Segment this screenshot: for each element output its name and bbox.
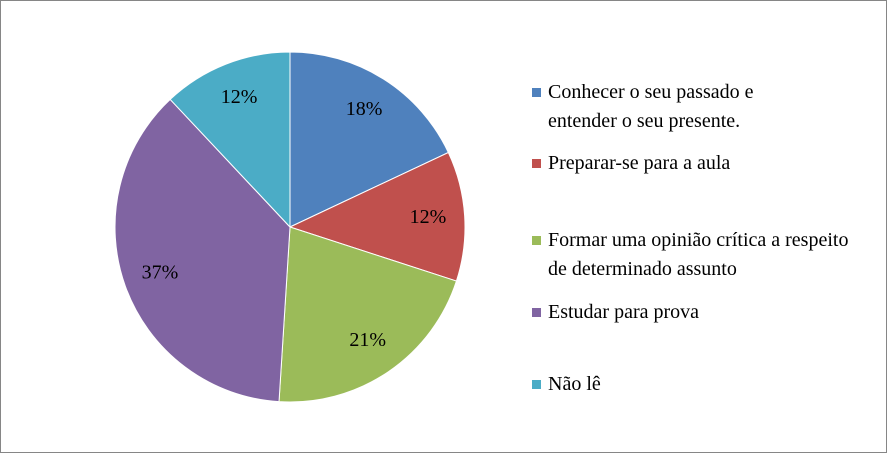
legend-entry: Formar uma opinião crítica a respeito de… xyxy=(532,226,872,284)
legend-swatch xyxy=(532,380,541,389)
legend-entry: Não lê xyxy=(532,370,872,399)
pie-slice xyxy=(278,226,458,403)
pie-slice xyxy=(289,51,450,228)
legend-label: Não lê xyxy=(548,373,601,395)
legend-entry: Estudar para prova xyxy=(532,298,872,327)
data-label: 21% xyxy=(349,329,386,351)
data-label: 18% xyxy=(346,98,383,120)
legend-entry: Preparar-se para a aula xyxy=(532,149,872,178)
data-label: 37% xyxy=(142,261,179,283)
legend-swatch xyxy=(532,159,541,168)
data-label: 12% xyxy=(410,206,447,228)
legend-label: Conhecer o seu passado e entender o seu … xyxy=(548,81,754,132)
legend-label: Estudar para prova xyxy=(548,301,700,323)
legend-swatch xyxy=(532,88,541,97)
data-label: 12% xyxy=(221,86,258,108)
legend-label: Formar uma opinião crítica a respeito de… xyxy=(548,229,849,280)
legend-swatch xyxy=(532,236,541,245)
pie-slice xyxy=(114,98,291,403)
pie-slice xyxy=(169,51,291,229)
legend-entry: Conhecer o seu passado e entender o seu … xyxy=(532,78,872,136)
legend-swatch xyxy=(532,308,541,317)
legend-label: Preparar-se para a aula xyxy=(548,152,731,174)
pie-slice xyxy=(288,151,466,282)
